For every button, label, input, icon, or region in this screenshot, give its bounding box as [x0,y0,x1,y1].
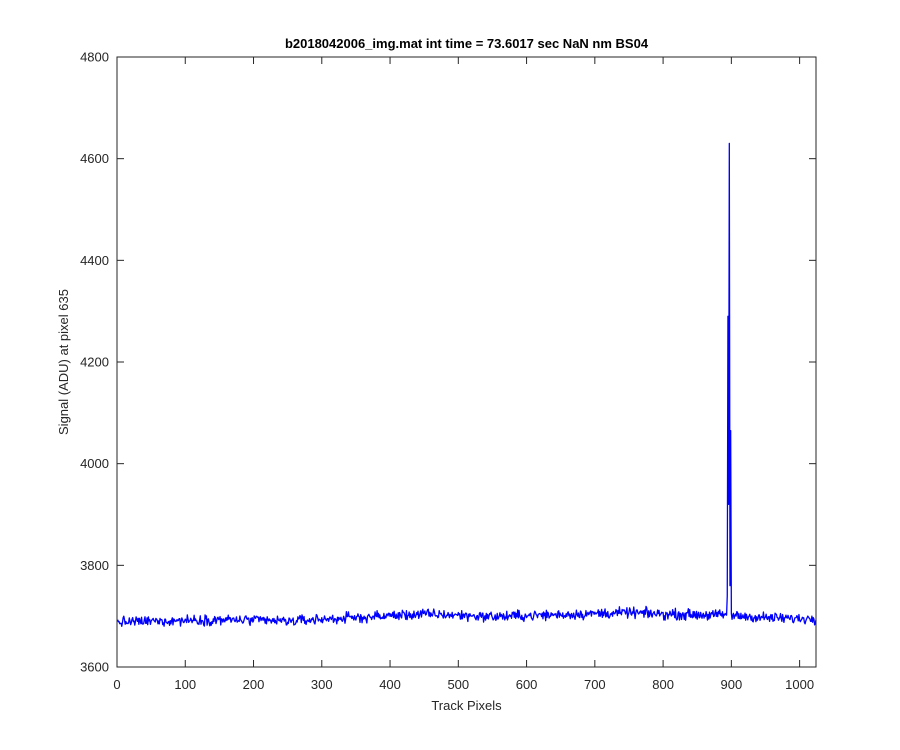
x-tick-label: 0 [113,677,120,692]
chart-title: b2018042006_img.mat int time = 73.6017 s… [285,36,649,51]
y-tick-label: 4200 [80,355,109,370]
x-tick-label: 200 [243,677,265,692]
x-axis-title: Track Pixels [431,698,502,713]
ticks-layer: 0 100 200 300 400 500 600 700 800 900 1000 3600 3800… [80,50,816,692]
series-layer [117,142,817,627]
x-tick-label: 1000 [785,677,814,692]
x-tick-label: 100 [174,677,196,692]
y-axis-title: Signal (ADU) at pixel 635 [56,289,71,435]
x-tick-label: 400 [379,677,401,692]
x-tick-label: 500 [447,677,469,692]
signal-series-line [117,142,817,627]
x-tick-label: 900 [721,677,743,692]
x-tick-label: 300 [311,677,333,692]
x-tick-label: 700 [584,677,606,692]
y-tick-label: 3800 [80,558,109,573]
y-tick-label: 3600 [80,660,109,675]
plot-area [117,57,816,667]
y-tick-label: 4400 [80,253,109,268]
y-tick-label: 4800 [80,50,109,65]
x-tick-label: 600 [516,677,538,692]
y-tick-label: 4000 [80,456,109,471]
x-tick-label: 800 [652,677,674,692]
y-tick-label: 4600 [80,151,109,166]
